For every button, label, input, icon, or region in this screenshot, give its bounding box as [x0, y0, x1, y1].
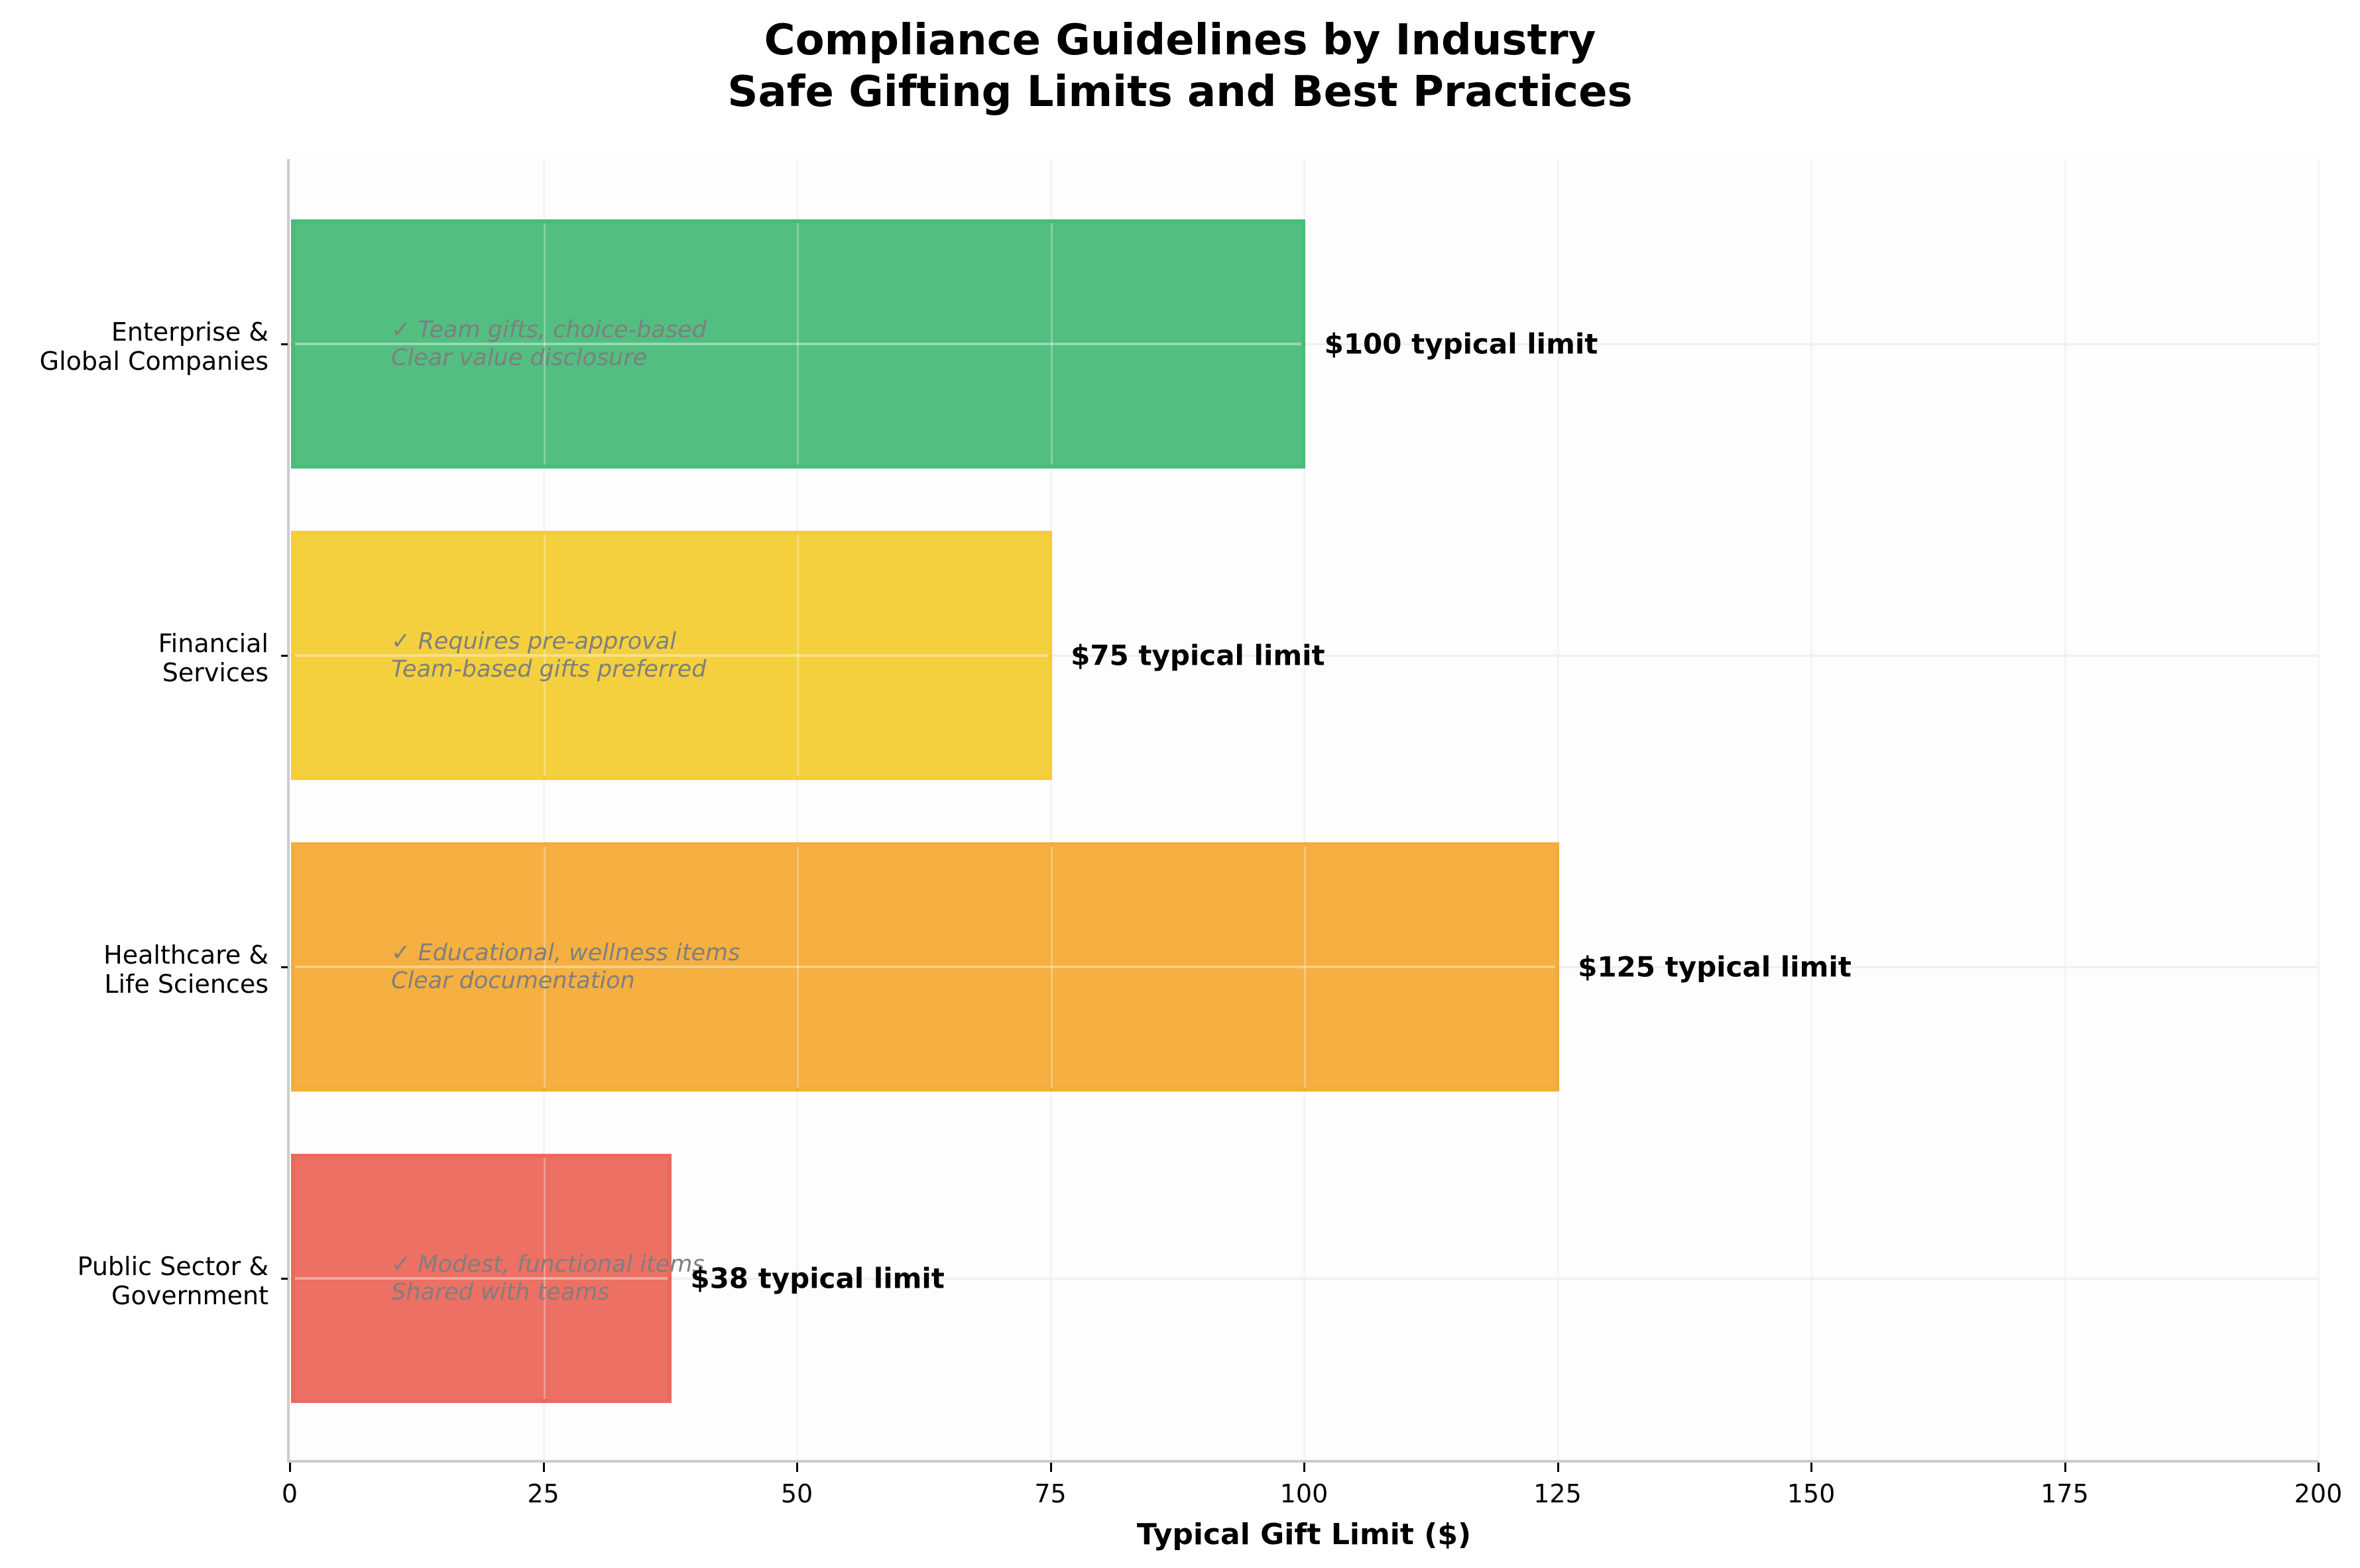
bar — [291, 1154, 672, 1403]
value-label: $100 typical limit — [1324, 327, 1598, 361]
x-tick-label: 175 — [2040, 1479, 2089, 1508]
x-tick-mark — [2318, 1463, 2320, 1472]
bar — [291, 842, 1559, 1092]
category-line-2: Life Sciences — [104, 970, 268, 999]
y-gridline — [290, 1278, 2318, 1280]
x-gridline — [543, 223, 546, 465]
plot-area: ✓ Team gifts, choice-based Clear value di… — [287, 159, 2320, 1463]
y-gridline — [295, 966, 1555, 968]
x-gridline — [1049, 159, 1052, 1460]
x-tick-label: 50 — [780, 1479, 813, 1508]
x-gridline — [1050, 846, 1053, 1088]
x-gridline — [1050, 223, 1053, 465]
category-line-1: Healthcare & — [103, 940, 268, 970]
chart-title-line1: Compliance Guidelines by Industry — [764, 16, 1596, 65]
y-gridline — [295, 1277, 668, 1280]
category-line-2: Government — [111, 1281, 268, 1310]
x-gridline — [2064, 159, 2066, 1460]
x-tick-label: 125 — [1533, 1479, 1582, 1508]
x-gridline — [543, 535, 546, 776]
y-category-label: Enterprise & Global Companies — [40, 317, 268, 376]
annotation-line-1: ✓ Requires pre-approval — [391, 628, 677, 655]
x-tick-label: 200 — [2294, 1479, 2343, 1508]
annotation-line-2: Shared with teams — [391, 1279, 610, 1306]
category-line-2: Services — [162, 658, 268, 687]
bar-annotation: ✓ Team gifts, choice-based Clear value di… — [391, 316, 707, 372]
x-gridline — [1810, 159, 1812, 1460]
x-tick-mark — [289, 1463, 291, 1472]
bar-annotation: ✓ Requires pre-approval Team-based gifts … — [391, 628, 706, 683]
x-tick-mark — [796, 1463, 798, 1472]
bar-annotation: ✓ Educational, wellness items Clear docum… — [391, 939, 740, 995]
y-category-label: Healthcare & Life Sciences — [103, 940, 268, 999]
x-gridline — [1303, 159, 1305, 1460]
annotation-line-1: ✓ Educational, wellness items — [391, 940, 740, 966]
value-label: $75 typical limit — [1071, 639, 1325, 672]
x-gridline — [542, 159, 545, 1460]
bar — [291, 219, 1305, 469]
x-gridline — [797, 535, 799, 776]
x-gridline — [797, 846, 799, 1088]
x-axis-spine — [287, 1460, 2318, 1463]
category-line-1: Financial — [158, 629, 268, 658]
y-axis-spine — [287, 159, 290, 1463]
x-gridline — [797, 223, 799, 465]
x-tick-mark — [2064, 1463, 2066, 1472]
y-tick-mark — [281, 1278, 288, 1280]
category-line-1: Enterprise & — [111, 317, 268, 347]
bar-annotation: ✓ Modest, functional items Shared with te… — [391, 1251, 705, 1306]
x-gridline — [1557, 159, 1559, 1460]
x-tick-mark — [1557, 1463, 1559, 1472]
y-gridline — [295, 654, 1048, 657]
x-tick-label: 25 — [527, 1479, 560, 1508]
value-label: $125 typical limit — [1578, 950, 1852, 983]
x-tick-label: 150 — [1787, 1479, 1836, 1508]
x-tick-mark — [542, 1463, 545, 1472]
y-category-label: Public Sector & Government — [78, 1252, 268, 1310]
x-axis-label: Typical Gift Limit ($) — [1136, 1518, 1472, 1551]
y-gridline — [295, 343, 1301, 345]
chart-title: Compliance Guidelines by Industry Safe G… — [0, 15, 2360, 118]
x-gridline — [2318, 159, 2320, 1460]
x-gridline — [1304, 846, 1306, 1088]
x-tick-label: 0 — [281, 1479, 298, 1508]
chart-title-line2: Safe Gifting Limits and Best Practices — [727, 68, 1633, 117]
y-tick-mark — [281, 655, 288, 657]
x-gridline — [543, 846, 546, 1088]
y-category-label: Financial Services — [158, 629, 268, 687]
y-tick-mark — [281, 343, 288, 345]
bar — [291, 531, 1052, 780]
x-tick-label: 75 — [1034, 1479, 1067, 1508]
category-line-1: Public Sector & — [77, 1252, 268, 1281]
x-tick-mark — [1049, 1463, 1052, 1472]
annotation-line-1: ✓ Modest, functional items — [391, 1251, 705, 1278]
annotation-line-1: ✓ Team gifts, choice-based — [391, 317, 707, 343]
y-gridline — [290, 655, 2318, 657]
annotation-line-2: Team-based gifts preferred — [391, 656, 707, 683]
x-gridline — [796, 159, 798, 1460]
value-label: $38 typical limit — [690, 1262, 945, 1295]
y-tick-mark — [281, 966, 288, 968]
x-tick-mark — [1303, 1463, 1305, 1472]
x-tick-mark — [1810, 1463, 1812, 1472]
x-gridline — [543, 1158, 546, 1399]
annotation-line-2: Clear value disclosure — [391, 345, 648, 371]
annotation-line-2: Clear documentation — [391, 968, 635, 994]
x-tick-label: 100 — [1279, 1479, 1328, 1508]
category-line-2: Global Companies — [39, 347, 268, 376]
